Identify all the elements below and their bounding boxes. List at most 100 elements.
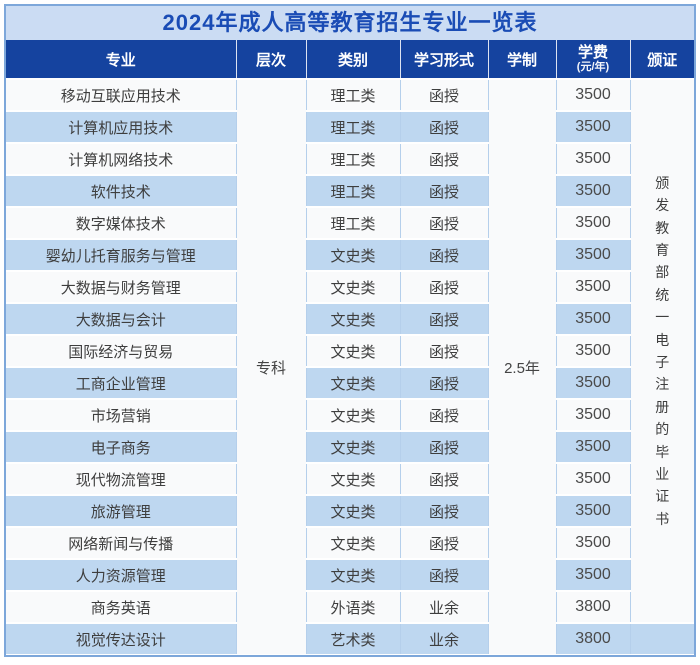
table-row: 网络新闻与传播 文史类 函授 3500 bbox=[6, 526, 694, 560]
cell-category: 文史类 bbox=[305, 430, 401, 464]
table-row: 市场营销 文史类 函授 3500 bbox=[6, 398, 694, 432]
header-study-form: 学习形式 bbox=[399, 40, 489, 79]
cell-tuition: 3500 bbox=[555, 270, 631, 304]
cell-category: 文史类 bbox=[305, 462, 401, 496]
cell-study-form: 函授 bbox=[399, 430, 489, 464]
cell-tuition: 3500 bbox=[555, 206, 631, 240]
cell-category: 文史类 bbox=[305, 494, 401, 528]
cell-major: 现代物流管理 bbox=[6, 462, 237, 496]
cell-category: 文史类 bbox=[305, 558, 401, 592]
table-row: 人力资源管理 文史类 函授 3500 bbox=[6, 558, 694, 592]
certificate-vertical-text: 颁发教育部统一电子注册的毕业证书 bbox=[655, 174, 670, 527]
table-row: 旅游管理 文史类 函授 3500 bbox=[6, 494, 694, 528]
cell-major: 婴幼儿托育服务与管理 bbox=[6, 238, 237, 272]
cell-certificate-empty bbox=[629, 622, 694, 655]
cell-major: 旅游管理 bbox=[6, 494, 237, 528]
cell-category: 理工类 bbox=[305, 110, 401, 144]
cell-category: 文史类 bbox=[305, 302, 401, 336]
header-tuition: 学费 (元/年) bbox=[555, 40, 631, 79]
table-row: 婴幼儿托育服务与管理 文史类 函授 3500 bbox=[6, 238, 694, 272]
cell-study-form: 函授 bbox=[399, 558, 489, 592]
table-row: 数字媒体技术 理工类 函授 3500 bbox=[6, 206, 694, 240]
cell-category: 理工类 bbox=[305, 206, 401, 240]
cell-category: 文史类 bbox=[305, 334, 401, 368]
cell-study-form: 函授 bbox=[399, 334, 489, 368]
admission-table: 专业 层次 类别 学习形式 学制 学费 (元/年) 颁证 移动互联应用技术 专科… bbox=[6, 40, 694, 655]
cell-major: 大数据与财务管理 bbox=[6, 270, 237, 304]
cell-study-form: 函授 bbox=[399, 366, 489, 400]
cell-tuition: 3500 bbox=[555, 174, 631, 208]
cell-study-form: 函授 bbox=[399, 206, 489, 240]
cell-category: 外语类 bbox=[305, 590, 401, 624]
cell-study-form: 函授 bbox=[399, 398, 489, 432]
table-row: 国际经济与贸易 文史类 函授 3500 bbox=[6, 334, 694, 368]
cell-major: 电子商务 bbox=[6, 430, 237, 464]
cell-major: 市场营销 bbox=[6, 398, 237, 432]
cell-certificate-merged: 颁发教育部统一电子注册的毕业证书 bbox=[629, 78, 694, 624]
cell-tuition: 3500 bbox=[555, 78, 631, 112]
page-title: 2024年成人高等教育招生专业一览表 bbox=[6, 6, 694, 40]
cell-major: 移动互联应用技术 bbox=[6, 78, 237, 112]
cell-tuition: 3500 bbox=[555, 142, 631, 176]
cell-major: 网络新闻与传播 bbox=[6, 526, 237, 560]
cell-tuition: 3500 bbox=[555, 110, 631, 144]
header-tuition-label: 学费 bbox=[577, 44, 608, 61]
cell-tuition: 3500 bbox=[555, 558, 631, 592]
cell-tuition: 3800 bbox=[555, 590, 631, 624]
header-major: 专业 bbox=[6, 40, 237, 79]
table-row: 商务英语 外语类 业余 3800 bbox=[6, 590, 694, 624]
cell-study-form: 函授 bbox=[399, 110, 489, 144]
cell-level-merged: 专科 bbox=[235, 78, 307, 655]
cell-tuition: 3500 bbox=[555, 494, 631, 528]
cell-study-form: 函授 bbox=[399, 462, 489, 496]
cell-tuition: 3500 bbox=[555, 430, 631, 464]
table-row: 电子商务 文史类 函授 3500 bbox=[6, 430, 694, 464]
cell-tuition: 3500 bbox=[555, 398, 631, 432]
cell-major: 国际经济与贸易 bbox=[6, 334, 237, 368]
cell-tuition: 3800 bbox=[555, 622, 631, 655]
cell-major: 商务英语 bbox=[6, 590, 237, 624]
cell-tuition: 3500 bbox=[555, 334, 631, 368]
header-tuition-unit: (元/年) bbox=[576, 61, 610, 73]
cell-major: 计算机应用技术 bbox=[6, 110, 237, 144]
table-row: 计算机网络技术 理工类 函授 3500 bbox=[6, 142, 694, 176]
cell-duration-merged: 2.5年 bbox=[487, 78, 557, 655]
cell-major: 工商企业管理 bbox=[6, 366, 237, 400]
cell-major: 视觉传达设计 bbox=[6, 622, 237, 655]
header-level: 层次 bbox=[235, 40, 307, 79]
cell-major: 软件技术 bbox=[6, 174, 237, 208]
cell-category: 理工类 bbox=[305, 174, 401, 208]
cell-tuition: 3500 bbox=[555, 238, 631, 272]
cell-major: 计算机网络技术 bbox=[6, 142, 237, 176]
table-row: 软件技术 理工类 函授 3500 bbox=[6, 174, 694, 208]
table-body: 移动互联应用技术 专科 理工类 函授 2.5年 3500 颁发教育部统一电子注册… bbox=[6, 78, 694, 655]
header-row: 专业 层次 类别 学习形式 学制 学费 (元/年) 颁证 bbox=[6, 40, 694, 79]
cell-study-form: 函授 bbox=[399, 142, 489, 176]
cell-tuition: 3500 bbox=[555, 366, 631, 400]
cell-category: 文史类 bbox=[305, 398, 401, 432]
cell-study-form: 函授 bbox=[399, 302, 489, 336]
table-row: 工商企业管理 文史类 函授 3500 bbox=[6, 366, 694, 400]
cell-major: 人力资源管理 bbox=[6, 558, 237, 592]
cell-tuition: 3500 bbox=[555, 302, 631, 336]
header-duration: 学制 bbox=[487, 40, 557, 79]
cell-category: 文史类 bbox=[305, 366, 401, 400]
table-row: 大数据与财务管理 文史类 函授 3500 bbox=[6, 270, 694, 304]
cell-tuition: 3500 bbox=[555, 462, 631, 496]
cell-category: 理工类 bbox=[305, 78, 401, 112]
table-row: 移动互联应用技术 专科 理工类 函授 2.5年 3500 颁发教育部统一电子注册… bbox=[6, 78, 694, 655]
cell-major: 大数据与会计 bbox=[6, 302, 237, 336]
cell-study-form: 函授 bbox=[399, 78, 489, 112]
table-row: 视觉传达设计 艺术类 业余 3800 bbox=[6, 622, 694, 655]
header-certificate: 颁证 bbox=[629, 40, 694, 79]
cell-study-form: 函授 bbox=[399, 270, 489, 304]
cell-category: 理工类 bbox=[305, 142, 401, 176]
cell-study-form: 业余 bbox=[399, 590, 489, 624]
poster-frame: 2024年成人高等教育招生专业一览表 专业 层次 类别 学习形式 学制 学费 (… bbox=[4, 4, 696, 657]
cell-category: 文史类 bbox=[305, 270, 401, 304]
cell-study-form: 函授 bbox=[399, 238, 489, 272]
table-row: 计算机应用技术 理工类 函授 3500 bbox=[6, 110, 694, 144]
cell-tuition: 3500 bbox=[555, 526, 631, 560]
cell-study-form: 函授 bbox=[399, 174, 489, 208]
cell-category: 艺术类 bbox=[305, 622, 401, 655]
